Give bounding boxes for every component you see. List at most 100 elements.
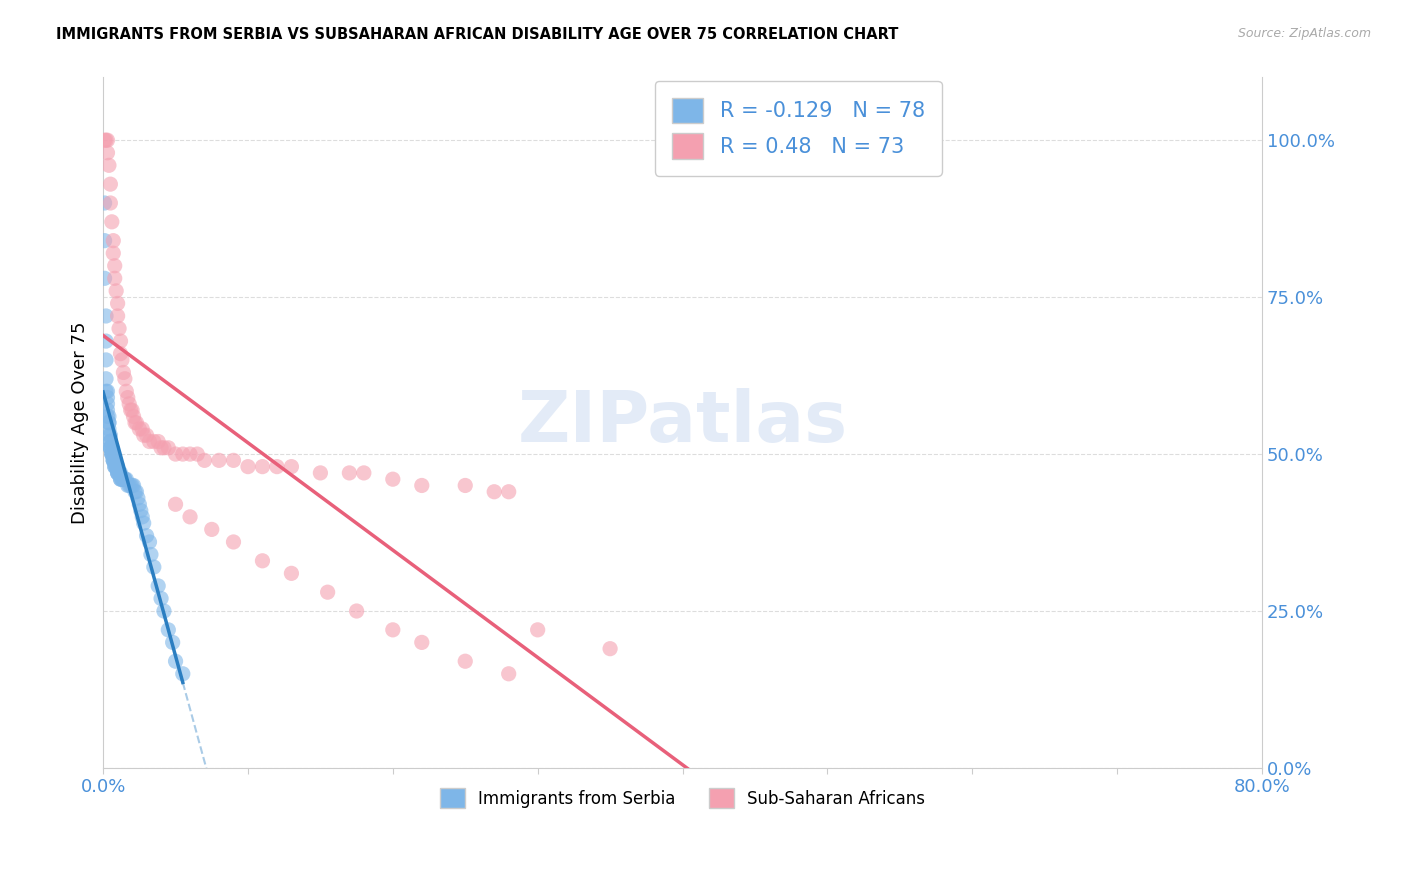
Point <box>104 459 127 474</box>
Point <box>120 478 142 492</box>
Point <box>108 466 131 480</box>
Point <box>142 560 165 574</box>
Point <box>110 466 132 480</box>
Point <box>110 346 132 360</box>
Point <box>139 548 162 562</box>
Point <box>157 623 180 637</box>
Point <box>179 447 201 461</box>
Point <box>266 459 288 474</box>
Point <box>111 472 134 486</box>
Point <box>193 453 215 467</box>
Point <box>131 422 153 436</box>
Point <box>103 453 125 467</box>
Point <box>97 416 120 430</box>
Point <box>150 591 173 606</box>
Point <box>107 296 129 310</box>
Point <box>381 623 404 637</box>
Point <box>97 409 120 424</box>
Text: IMMIGRANTS FROM SERBIA VS SUBSAHARAN AFRICAN DISABILITY AGE OVER 75 CORRELATION : IMMIGRANTS FROM SERBIA VS SUBSAHARAN AFR… <box>56 27 898 42</box>
Point <box>107 466 129 480</box>
Point <box>353 466 375 480</box>
Point <box>101 215 124 229</box>
Point <box>157 441 180 455</box>
Point <box>114 372 136 386</box>
Point <box>111 472 134 486</box>
Point <box>103 246 125 260</box>
Point <box>138 535 160 549</box>
Point <box>124 484 146 499</box>
Point <box>103 234 125 248</box>
Point <box>94 133 117 147</box>
Point <box>153 604 176 618</box>
Point <box>103 453 125 467</box>
Point <box>107 309 129 323</box>
Point <box>222 535 245 549</box>
Point <box>117 391 139 405</box>
Point <box>103 447 125 461</box>
Point <box>381 472 404 486</box>
Point <box>252 554 274 568</box>
Point <box>138 434 160 449</box>
Point <box>114 472 136 486</box>
Point <box>122 478 145 492</box>
Point <box>101 447 124 461</box>
Point <box>172 447 194 461</box>
Point <box>104 453 127 467</box>
Point <box>93 196 115 211</box>
Point <box>105 459 128 474</box>
Point <box>96 397 118 411</box>
Point <box>179 509 201 524</box>
Point <box>104 271 127 285</box>
Y-axis label: Disability Age Over 75: Disability Age Over 75 <box>72 321 89 524</box>
Point <box>93 133 115 147</box>
Point <box>105 459 128 474</box>
Point <box>454 478 477 492</box>
Point <box>94 352 117 367</box>
Point <box>121 478 143 492</box>
Point <box>108 321 131 335</box>
Point <box>146 579 169 593</box>
Point <box>100 196 122 211</box>
Point <box>107 466 129 480</box>
Point <box>252 459 274 474</box>
Point <box>96 145 118 160</box>
Point <box>114 472 136 486</box>
Point <box>100 441 122 455</box>
Point <box>153 441 176 455</box>
Point <box>124 416 146 430</box>
Point <box>100 441 122 455</box>
Point <box>201 523 224 537</box>
Point <box>97 422 120 436</box>
Point <box>100 441 122 455</box>
Point <box>94 384 117 399</box>
Point <box>111 352 134 367</box>
Point <box>498 484 520 499</box>
Point <box>172 666 194 681</box>
Point <box>107 459 129 474</box>
Point <box>100 428 122 442</box>
Point <box>129 503 152 517</box>
Point <box>132 428 155 442</box>
Text: ZIPatlas: ZIPatlas <box>517 388 848 458</box>
Point <box>96 384 118 399</box>
Point <box>125 416 148 430</box>
Point <box>96 391 118 405</box>
Point <box>208 453 231 467</box>
Point <box>94 309 117 323</box>
Point <box>100 177 122 191</box>
Point <box>346 604 368 618</box>
Point <box>454 654 477 668</box>
Point <box>125 484 148 499</box>
Point <box>104 453 127 467</box>
Point <box>107 466 129 480</box>
Point <box>411 478 433 492</box>
Point <box>316 585 339 599</box>
Point <box>104 459 127 474</box>
Point <box>110 472 132 486</box>
Point <box>146 434 169 449</box>
Point <box>100 434 122 449</box>
Legend: Immigrants from Serbia, Sub-Saharan Africans: Immigrants from Serbia, Sub-Saharan Afri… <box>433 781 932 815</box>
Point <box>150 441 173 455</box>
Point <box>309 466 332 480</box>
Point <box>117 478 139 492</box>
